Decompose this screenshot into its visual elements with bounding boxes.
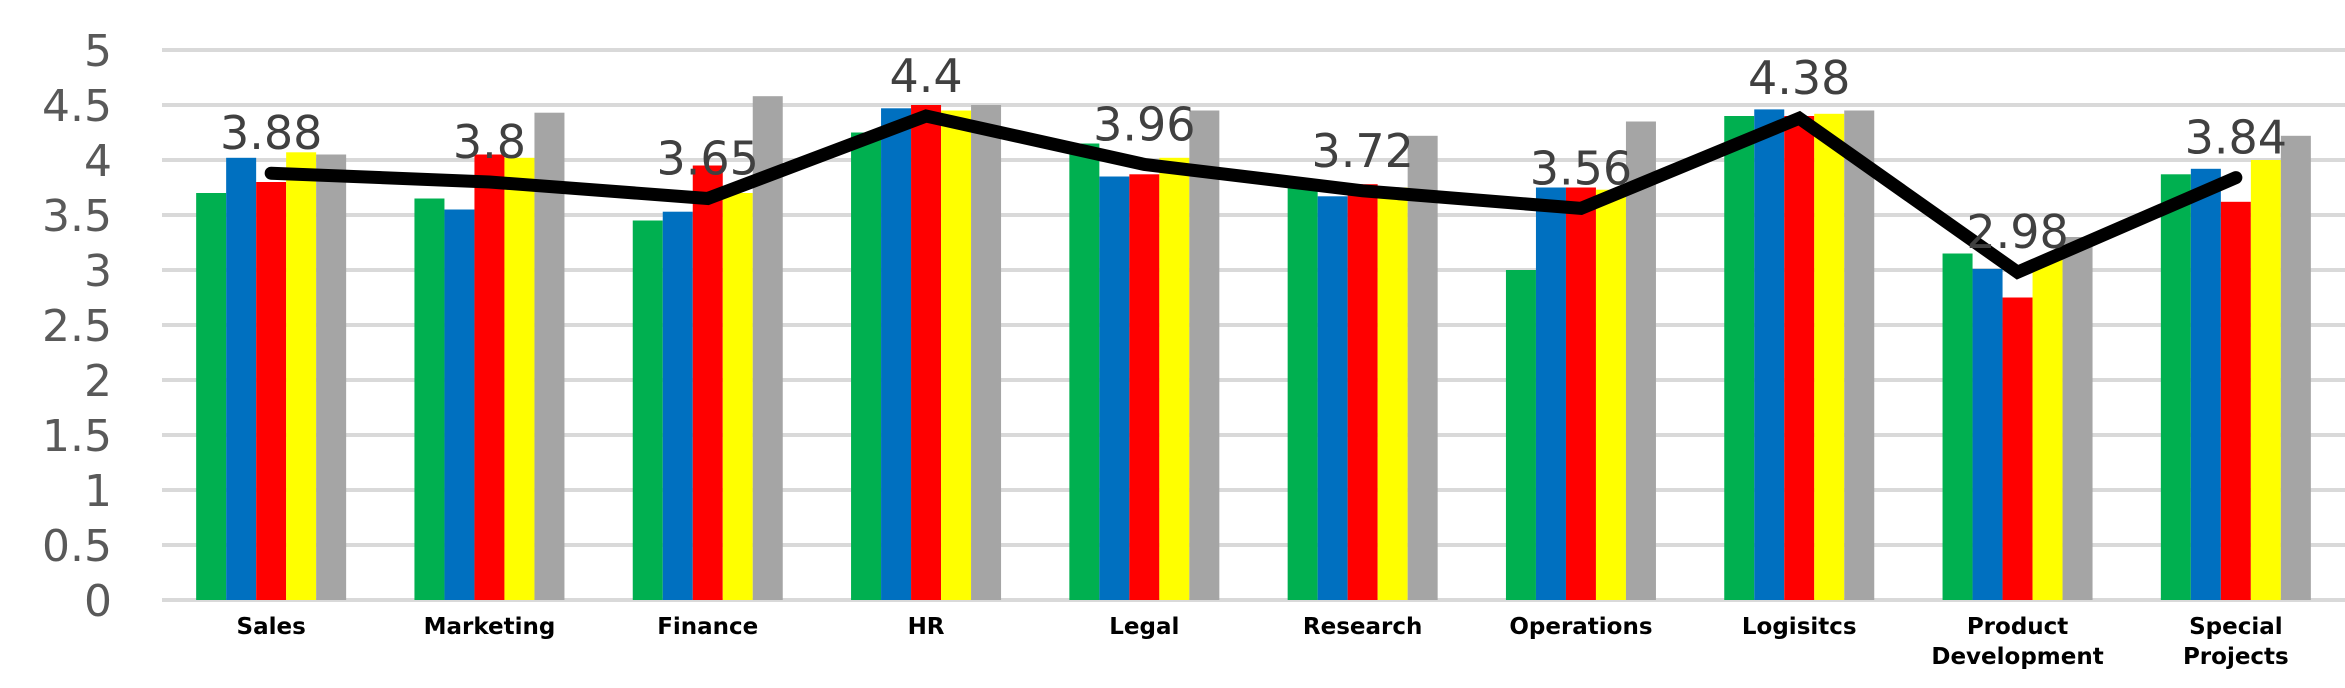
line-series [264, 109, 2243, 280]
x-tick-label: Operations [1509, 614, 1652, 640]
average-line [264, 109, 2243, 280]
y-tick-label: 2.5 [42, 301, 112, 352]
y-tick-label: 2 [84, 356, 112, 407]
bar [414, 198, 445, 600]
bar [1814, 113, 1845, 601]
y-tick-label: 5 [84, 26, 112, 77]
data-label: 3.88 [220, 106, 322, 160]
bar [2062, 237, 2093, 600]
bar [1317, 196, 1348, 601]
y-tick-label: 1 [84, 466, 112, 517]
bar [1159, 157, 1190, 601]
x-tick-label: Research [1303, 614, 1422, 640]
y-tick-label: 4 [84, 136, 112, 187]
bar [1099, 176, 1130, 600]
bar [2160, 174, 2191, 601]
bar [881, 108, 912, 601]
bar [226, 157, 257, 601]
y-tick-label: 1.5 [42, 411, 112, 462]
bar [2032, 259, 2063, 600]
bar [1972, 268, 2003, 600]
bar [692, 165, 723, 600]
bar [1724, 116, 1755, 600]
bar [1407, 135, 1438, 601]
data-label: 3.56 [1530, 141, 1632, 195]
bar [444, 209, 475, 600]
data-labels: 3.88 3.8 3.65 4.4 3.96 3.72 3.56 4.38 2.98 3.84 [220, 49, 2287, 259]
bar [534, 112, 565, 600]
bar [1069, 143, 1100, 600]
bar [1595, 189, 1626, 600]
bar [851, 132, 882, 600]
x-tick-label: Sales [237, 614, 306, 640]
bar [2190, 168, 2221, 601]
bar [1535, 187, 1566, 600]
bar [1625, 121, 1656, 600]
y-tick-label: 4.5 [42, 81, 112, 132]
bar [1287, 187, 1318, 600]
bar-series [196, 96, 2311, 601]
data-label: 3.8 [453, 115, 526, 169]
bar [722, 193, 753, 600]
data-label: 4.4 [889, 49, 962, 103]
bar [474, 154, 505, 600]
x-tick-label: Product Development [1931, 614, 2103, 670]
bar [504, 157, 535, 601]
bar [2280, 135, 2311, 601]
bar [1377, 187, 1408, 600]
bar [662, 211, 693, 600]
bar [2002, 297, 2033, 600]
bar [2250, 160, 2281, 600]
bar [911, 105, 942, 600]
y-axis-ticks: 00.511.522.533.544.55 [42, 26, 112, 627]
data-label: 3.72 [1311, 124, 1413, 178]
x-tick-label: Legal [1109, 614, 1179, 640]
y-tick-label: 3 [84, 246, 112, 297]
x-tick-label: Finance [657, 614, 758, 640]
bar [316, 154, 347, 600]
bar [1347, 184, 1378, 600]
data-label: 3.65 [657, 132, 759, 186]
bar [941, 110, 972, 600]
data-label: 3.96 [1093, 97, 1195, 151]
x-tick-label: Logisitcs [1742, 614, 1857, 640]
y-tick-label: 0.5 [42, 521, 112, 572]
bar [1754, 109, 1785, 601]
bar [1189, 110, 1220, 600]
bar [1784, 116, 1815, 600]
data-label: 2.98 [1966, 205, 2068, 259]
data-label: 3.84 [2185, 111, 2287, 165]
bar [1505, 270, 1536, 600]
bar [1565, 187, 1596, 600]
x-tick-label: Special Projects [2183, 614, 2289, 670]
x-tick-label: Marketing [424, 614, 556, 640]
bar [971, 105, 1002, 600]
bar [1942, 253, 1973, 600]
data-label: 4.38 [1748, 51, 1850, 105]
bar [2220, 201, 2251, 601]
bar [256, 182, 287, 600]
bar [632, 220, 663, 600]
bar [286, 152, 317, 601]
y-tick-label: 0 [84, 576, 112, 627]
bar [1129, 174, 1160, 601]
bar [1844, 110, 1875, 600]
y-tick-label: 3.5 [42, 191, 112, 242]
x-tick-label: HR [908, 614, 945, 640]
bar [196, 193, 227, 600]
x-axis-ticks: Sales Marketing Finance HR Legal Research Oper… [237, 614, 2289, 670]
